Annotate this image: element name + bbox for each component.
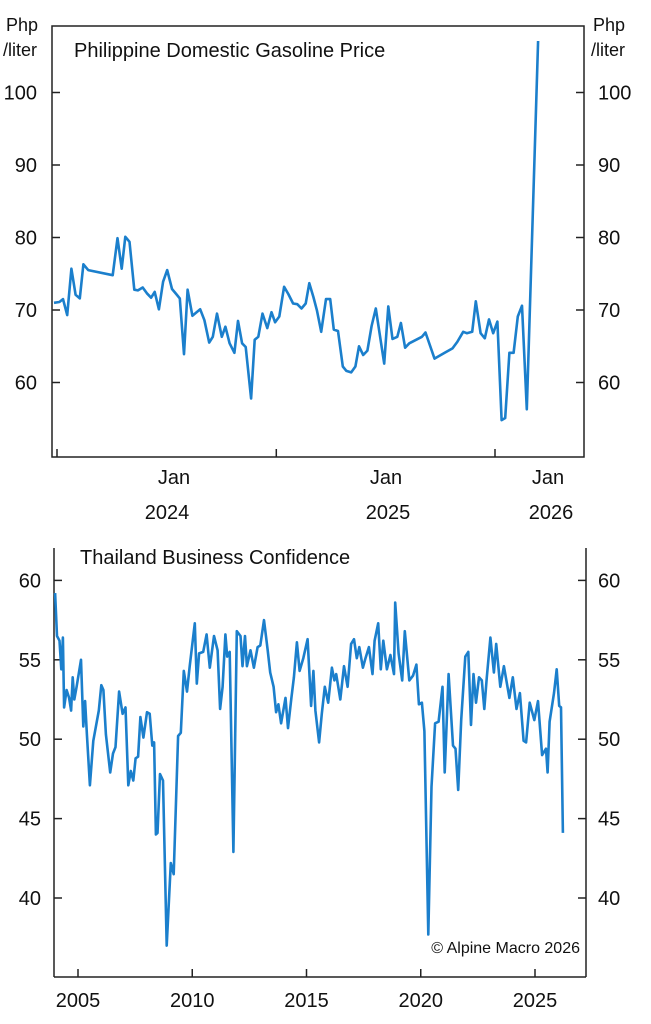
- y-tick-label-left: 60: [19, 570, 41, 592]
- x-tick-label: 2025: [513, 990, 558, 1012]
- y-tick-label-right: 40: [598, 888, 620, 910]
- y-tick-label-right: 70: [598, 300, 620, 322]
- y-tick-label-right: 45: [598, 809, 620, 831]
- y-tick-label-right: 60: [598, 570, 620, 592]
- gasoline-price-chart: Philippine Domestic Gasoline Price Php /…: [3, 15, 631, 520]
- x-tick-label-month: Jan: [532, 467, 564, 489]
- y-tick-label-left: 55: [19, 650, 41, 672]
- y-tick-label-left: 70: [15, 300, 37, 322]
- chart-title: Thailand Business Confidence: [80, 547, 350, 569]
- x-tick-label-month: Jan: [370, 467, 402, 489]
- y-tick-label-right: 80: [598, 228, 620, 250]
- x-tick-label: 2005: [56, 990, 101, 1012]
- right-unit-label-line1: Php: [593, 15, 625, 35]
- chart-title: Philippine Domestic Gasoline Price: [74, 40, 385, 62]
- y-tick-label-right: 100: [598, 83, 631, 105]
- x-tick-label-month: Jan: [158, 467, 190, 489]
- left-unit-label-line1: Php: [6, 15, 38, 35]
- x-tick-label: 2010: [170, 990, 215, 1012]
- y-tick-label-left: 80: [15, 228, 37, 250]
- y-tick-label-left: 60: [15, 373, 37, 395]
- right-unit-label-line2: /liter: [591, 40, 625, 60]
- y-tick-label-left: 45: [19, 809, 41, 831]
- y-tick-label-left: 50: [19, 729, 41, 751]
- y-tick-label-right: 60: [598, 373, 620, 395]
- y-tick-label-right: 55: [598, 650, 620, 672]
- y-tick-label-right: 50: [598, 729, 620, 751]
- copyright-annotation: © Alpine Macro 2026: [431, 940, 580, 957]
- gasoline-price-line: [53, 40, 540, 422]
- y-tick-label-left: 100: [4, 83, 37, 105]
- x-tick-label: 2020: [399, 990, 444, 1012]
- left-unit-label-line2: /liter: [3, 40, 37, 60]
- plot-frame: [51, 25, 585, 458]
- business-confidence-chart: Thailand Business Confidence © Alpine Ma…: [19, 547, 621, 1012]
- x-tick-label-year: 2026: [529, 502, 574, 520]
- business-confidence-line: [53, 593, 565, 947]
- x-tick-label-year: 2024: [145, 502, 190, 520]
- x-tick-label: 2015: [284, 990, 329, 1012]
- y-tick-label-right: 90: [598, 155, 620, 177]
- y-tick-label-left: 90: [15, 155, 37, 177]
- y-tick-label-left: 40: [19, 888, 41, 910]
- x-tick-label-year: 2025: [366, 502, 411, 520]
